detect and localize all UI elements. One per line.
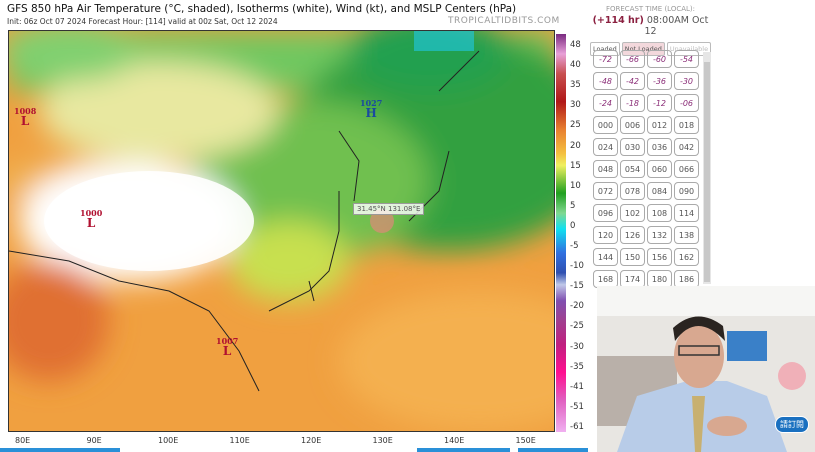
colorbar-label: -51	[570, 401, 584, 412]
colorbar-label: 15	[570, 160, 581, 171]
forecast-hour-button[interactable]: 144	[593, 248, 618, 266]
forecast-hour-button[interactable]: 054	[620, 160, 645, 178]
low-pressure-center: 1000 L	[80, 208, 103, 230]
cursor-readout: 31.45°N 131.08°E	[353, 203, 425, 215]
colorbar-label: 40	[570, 60, 581, 71]
colorbar-label: 35	[570, 80, 581, 91]
forecast-hour-button[interactable]: -66	[620, 50, 645, 68]
colorbar-label: 48	[570, 40, 581, 50]
forecast-hour-button[interactable]: 024	[593, 138, 618, 156]
forecast-hour-button[interactable]: 078	[620, 182, 645, 200]
forecast-hour-button[interactable]: 108	[647, 204, 672, 222]
colorbar-label: -10	[570, 261, 584, 272]
scrollbar-thumb[interactable]	[704, 62, 710, 282]
colorbar-label: 5	[570, 200, 576, 211]
forecast-hour-button[interactable]: 156	[647, 248, 672, 266]
colorbar-label: -30	[570, 341, 584, 352]
forecast-hour-button[interactable]: -72	[593, 50, 618, 68]
forecast-hour-button[interactable]: 102	[620, 204, 645, 222]
colorbar-label: 20	[570, 140, 581, 151]
forecast-hour-button[interactable]: -18	[620, 94, 645, 112]
forecast-hour-button[interactable]: -54	[674, 50, 699, 68]
forecast-hour-button[interactable]: 126	[620, 226, 645, 244]
forecast-hour-button[interactable]: 066	[674, 160, 699, 178]
temperature-map[interactable]: 31.45°N 131.08°E	[8, 30, 555, 432]
forecast-hour-button[interactable]: 036	[647, 138, 672, 156]
forecast-hour-button[interactable]: 048	[593, 160, 618, 178]
colorbar-label: 30	[570, 100, 581, 111]
forecast-hour-button[interactable]: 030	[620, 138, 645, 156]
bottom-button[interactable]	[417, 448, 510, 452]
forecast-hour-button[interactable]: 006	[620, 116, 645, 134]
high-pressure-center: 1027 H	[360, 98, 383, 120]
forecast-hour-button[interactable]: -06	[674, 94, 699, 112]
low-pressure-center: 1007 L	[216, 336, 239, 358]
longitude-label: 100E	[158, 436, 179, 445]
colorbar-label: -15	[570, 281, 584, 292]
longitude-label: 80E	[15, 436, 31, 445]
colorbar-label: -20	[570, 301, 584, 312]
forecast-time-panel: FORECAST TIME (LOCAL): (+114 hr) 08:00AM…	[588, 0, 713, 290]
forecast-hour-button[interactable]: 084	[647, 182, 672, 200]
webcam-overlay: 請訂閱	[597, 286, 815, 452]
scrollbar[interactable]	[703, 52, 711, 284]
colorbar-label: -41	[570, 381, 584, 392]
map-title: GFS 850 hPa Air Temperature (°C, shaded)…	[7, 3, 517, 15]
longitude-label: 140E	[444, 436, 465, 445]
forecast-hour-button[interactable]: 096	[593, 204, 618, 222]
colorbar-label: 10	[570, 180, 581, 191]
longitude-label: 90E	[86, 436, 102, 445]
brand-watermark[interactable]: TROPICALTIDBITS.COM	[448, 16, 560, 26]
forecast-hour-button[interactable]: -12	[647, 94, 672, 112]
bottom-button[interactable]	[518, 448, 588, 452]
colorbar-label: -35	[570, 361, 584, 372]
longitude-label: 110E	[229, 436, 250, 445]
legend-not-loaded: Not Loaded	[621, 42, 665, 56]
forecast-hour-grid: -72 -66 -60 -54 -48 -42 -36 -30 -24 -18 -12 -06 000 0…	[593, 50, 703, 288]
longitude-label: 120E	[301, 436, 322, 445]
legend-unavailable: Unavailable	[666, 42, 712, 56]
forecast-hour-button[interactable]: -60	[647, 50, 672, 68]
colorbar-label: -61	[570, 421, 584, 432]
colorbar-label: 25	[570, 120, 581, 131]
load-legend: Loaded Not Loaded Unavailable	[590, 42, 713, 56]
forecast-hour-button[interactable]: 060	[647, 160, 672, 178]
forecast-hour-button[interactable]: -36	[647, 72, 672, 90]
longitude-label: 130E	[372, 436, 393, 445]
forecast-hour-button[interactable]: -30	[674, 72, 699, 90]
map-subtitle: Init: 06z Oct 07 2024 Forecast Hour: [11…	[7, 17, 278, 26]
colorbar-label: -25	[570, 321, 584, 332]
forecast-hour-button[interactable]: 162	[674, 248, 699, 266]
forecast-hour-button[interactable]: 132	[647, 226, 672, 244]
forecast-hour-button[interactable]: 150	[620, 248, 645, 266]
forecast-time: (+114 hr) 08:00AM Oct 12	[592, 15, 709, 37]
bottom-button[interactable]	[0, 448, 120, 452]
forecast-hour-button[interactable]: 120	[593, 226, 618, 244]
forecast-hour-button[interactable]: -42	[620, 72, 645, 90]
forecast-hour-button[interactable]: 072	[593, 182, 618, 200]
forecast-hour-button[interactable]: 012	[647, 116, 672, 134]
forecast-hour-button[interactable]: 138	[674, 226, 699, 244]
forecast-hour-button[interactable]: 042	[674, 138, 699, 156]
colorbar-label: -5	[570, 241, 579, 251]
longitude-label: 150E	[515, 436, 536, 445]
forecast-hour-button[interactable]: 000	[593, 116, 618, 134]
forecast-hour-button[interactable]: -24	[593, 94, 618, 112]
forecast-hour-button[interactable]: 114	[674, 204, 699, 222]
colorbar	[556, 34, 566, 432]
low-pressure-center: 1008 L	[14, 106, 37, 128]
forecast-hour-button[interactable]: 090	[674, 182, 699, 200]
subscribe-badge[interactable]: 請訂閱	[775, 416, 809, 433]
colorbar-label: 0	[570, 220, 576, 231]
legend-loaded: Loaded	[590, 42, 620, 56]
forecast-time-heading: FORECAST TIME (LOCAL):	[605, 5, 696, 13]
forecast-hour-button[interactable]: 018	[674, 116, 699, 134]
forecast-hour-button[interactable]: -48	[593, 72, 618, 90]
